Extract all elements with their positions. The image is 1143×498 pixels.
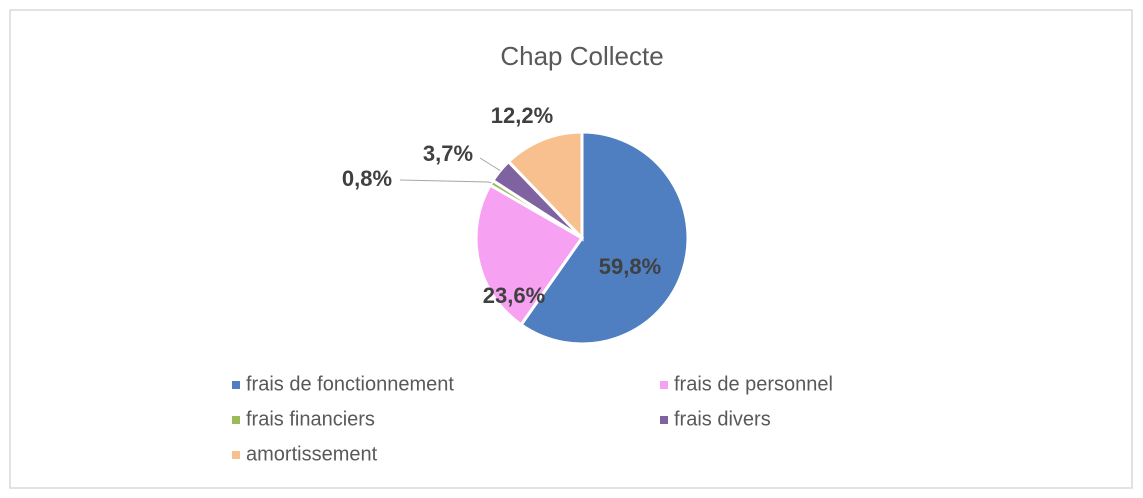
legend-label: amortissement (246, 443, 378, 465)
chart-title: Chap Collecte (500, 41, 663, 71)
pie-slice (474, 183, 585, 327)
pie-slice (506, 130, 584, 242)
legend-swatch (660, 416, 668, 424)
data-label: 3,7% (423, 141, 473, 166)
legend-label: frais de fonctionnement (246, 373, 454, 395)
data-label: 0,8% (342, 166, 392, 191)
legend-label: frais financiers (246, 408, 375, 430)
pie-slice (519, 130, 690, 346)
data-label: 12,2% (491, 103, 553, 128)
legend-swatch (660, 381, 668, 389)
legend-label: frais de personnel (674, 373, 833, 395)
leader-line (399, 179, 492, 184)
legend-swatch (232, 381, 240, 389)
legend-swatch (232, 451, 240, 459)
legend-swatch (232, 416, 240, 424)
legend-label: frais divers (674, 408, 771, 430)
data-label: 59,8% (599, 254, 661, 279)
leader-line (479, 157, 501, 172)
data-label: 23,6% (483, 283, 545, 308)
